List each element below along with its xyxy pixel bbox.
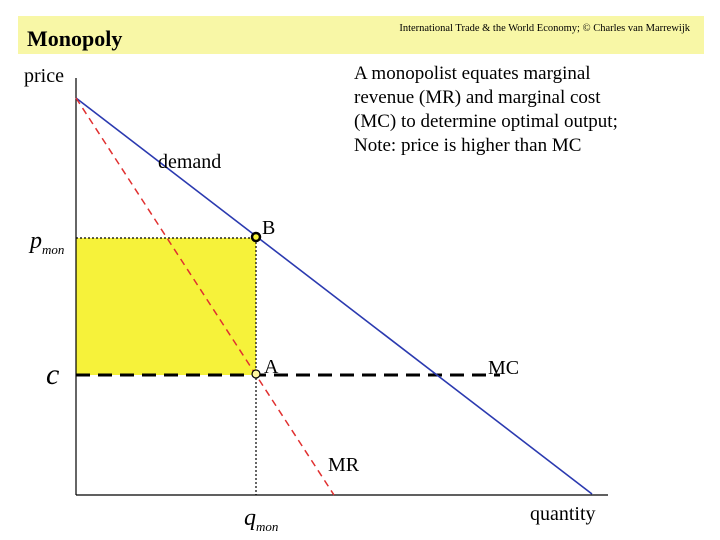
price-mon-sub: mon [42, 242, 64, 257]
title-bar: International Trade & the World Economy;… [18, 16, 704, 54]
note-line: A monopolist equates marginal [354, 63, 591, 84]
price-mon-main: p [28, 228, 42, 254]
y-axis-label: price [24, 65, 64, 87]
mc-label: MC [488, 357, 519, 379]
point-a-label: A [264, 356, 279, 378]
point-a [251, 369, 261, 379]
point-b-label: B [262, 217, 275, 239]
explanation-note: A monopolist equates marginal revenue (M… [354, 62, 694, 158]
note-line: Note: price is higher than MC [354, 135, 582, 156]
demand-curve [75, 97, 593, 495]
slide-title: Monopoly [27, 26, 123, 51]
mr-curve [75, 97, 335, 496]
note-line: revenue (MR) and marginal cost [354, 87, 601, 108]
quantity-mon-main: q [244, 505, 256, 531]
profit-area [76, 238, 256, 375]
quantity-mon-label: qmon [244, 505, 278, 534]
note-line: (MC) to determine optimal output; [354, 111, 618, 132]
demand-label: demand [158, 151, 221, 173]
quantity-mon-sub: mon [256, 519, 278, 534]
copyright-text: International Trade & the World Economy;… [399, 23, 690, 34]
x-axis-label: quantity [530, 503, 596, 525]
mr-label: MR [328, 454, 360, 476]
point-b [250, 231, 262, 243]
price-mon-label: pmon [28, 228, 64, 257]
cost-label: c [46, 358, 59, 391]
